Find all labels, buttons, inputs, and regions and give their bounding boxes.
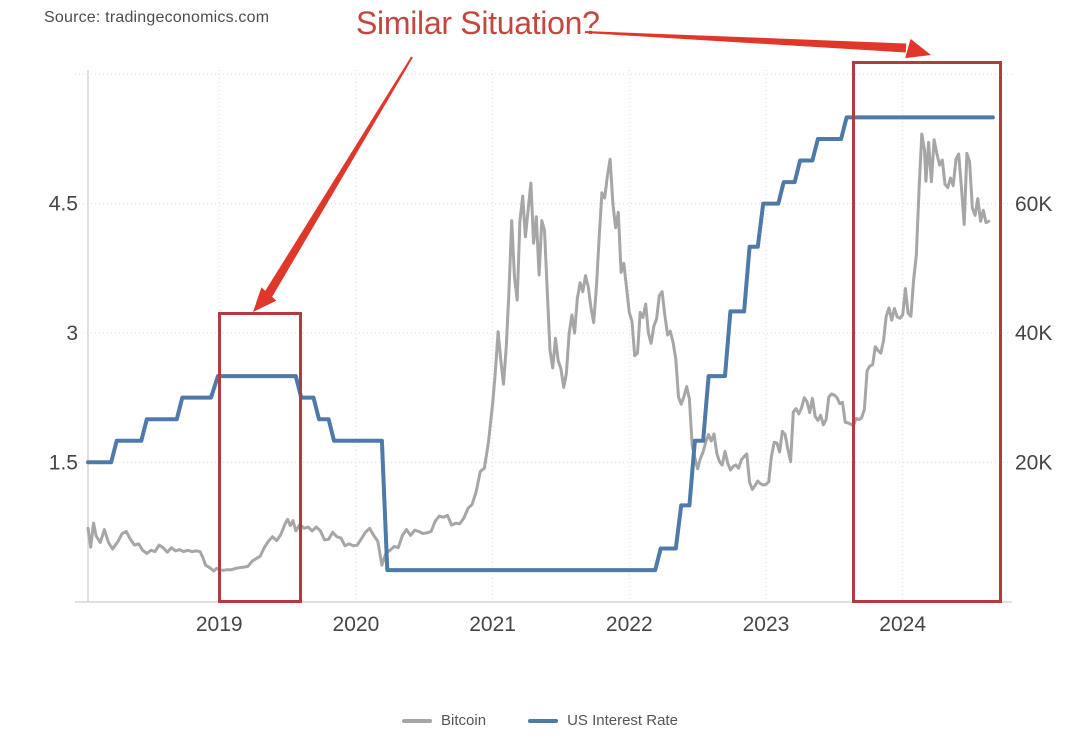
annotation-title: Similar Situation? bbox=[356, 5, 600, 41]
bitcoin-line-swatch bbox=[402, 718, 433, 723]
svg-text:2021: 2021 bbox=[469, 613, 516, 636]
legend-item-bitcoin[interactable]: Bitcoin bbox=[402, 712, 486, 729]
svg-text:3: 3 bbox=[66, 322, 78, 345]
interest-rate-line-swatch bbox=[528, 718, 559, 723]
svg-text:20K: 20K bbox=[1015, 451, 1052, 474]
legend-label-bitcoin: Bitcoin bbox=[441, 712, 487, 729]
svg-text:60K: 60K bbox=[1015, 193, 1052, 216]
highlight-box-2019 bbox=[218, 312, 302, 603]
chart-legend: Bitcoin US Interest Rate bbox=[0, 712, 1080, 729]
svg-text:2023: 2023 bbox=[743, 613, 790, 636]
svg-text:2024: 2024 bbox=[879, 613, 926, 636]
svg-text:4.5: 4.5 bbox=[49, 193, 78, 216]
svg-text:1.5: 1.5 bbox=[49, 451, 78, 474]
highlight-box-2024 bbox=[852, 61, 1002, 603]
svg-text:40K: 40K bbox=[1015, 322, 1052, 345]
source-attribution: Source: tradingeconomics.com bbox=[44, 9, 270, 26]
legend-item-us-interest-rate[interactable]: US Interest Rate bbox=[528, 712, 678, 729]
svg-text:2022: 2022 bbox=[606, 613, 653, 636]
svg-text:2019: 2019 bbox=[196, 613, 243, 636]
legend-label-us-interest-rate: US Interest Rate bbox=[567, 712, 678, 729]
svg-text:2020: 2020 bbox=[333, 613, 380, 636]
